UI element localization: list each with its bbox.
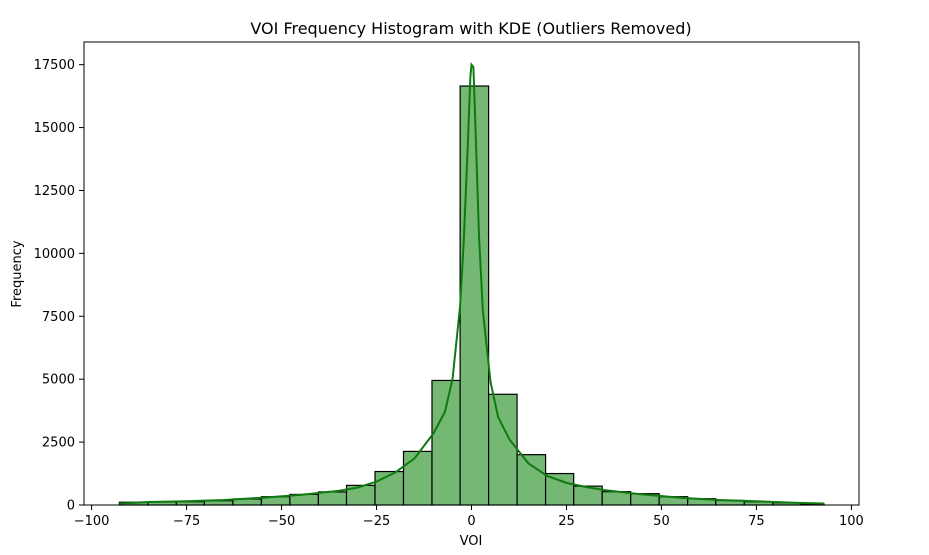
x-tick-label: 25: [558, 514, 575, 529]
histogram-bar-7: [317, 491, 348, 506]
x-tick-label: −100: [74, 514, 110, 529]
x-tick-label: −75: [173, 514, 200, 529]
histogram-bars: [118, 85, 825, 506]
x-tick-label: −50: [268, 514, 295, 529]
y-tick-label: 2500: [42, 436, 75, 451]
histogram-bar-11: [431, 379, 461, 506]
y-tick-label: 5000: [42, 373, 75, 388]
histogram-bar-12: [459, 85, 490, 506]
y-tick-label: 7500: [42, 310, 75, 325]
y-tick-label: 15000: [34, 121, 75, 136]
x-tick-label: 100: [839, 514, 864, 529]
y-tick-label: 10000: [34, 247, 75, 262]
histogram-bar-17: [601, 491, 632, 506]
histogram-bar-13: [487, 393, 518, 506]
y-axis: 0 2500 5000 7500 10000 12500 15000 17500: [34, 58, 84, 514]
kde-curve: [119, 61, 825, 505]
histogram-bar-9: [374, 470, 405, 506]
x-tick-label: 0: [467, 514, 475, 529]
x-axis: −100 −75 −50 −25 0 25 50 75 100: [74, 505, 864, 529]
histogram-bar-14: [516, 454, 547, 506]
histogram-bar-10: [402, 450, 433, 506]
y-tick-label: 12500: [34, 184, 75, 199]
x-axis-label: VOI: [460, 534, 483, 549]
x-tick-label: 75: [748, 514, 765, 529]
y-tick-label: 0: [67, 499, 75, 514]
y-axis-label: Frequency: [10, 240, 25, 307]
chart-title: VOI Frequency Histogram with KDE (Outlie…: [250, 19, 691, 38]
x-tick-label: −25: [363, 514, 390, 529]
x-tick-label: 50: [653, 514, 670, 529]
histogram-bar-15: [544, 472, 575, 506]
y-tick-label: 17500: [34, 58, 75, 73]
